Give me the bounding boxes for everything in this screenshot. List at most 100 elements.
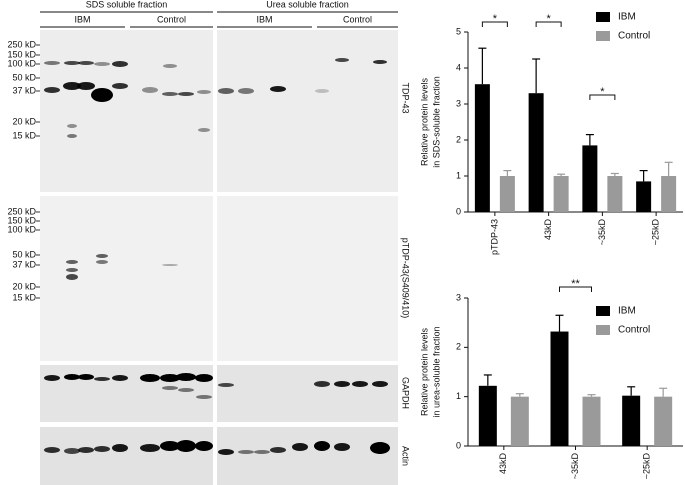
band [67, 134, 77, 138]
band [94, 62, 110, 66]
panel-label: Actin [401, 446, 411, 466]
mw-marker: 15 kD [12, 292, 36, 302]
band [334, 443, 350, 451]
y-tick-label: 5 [456, 26, 461, 36]
y-tick-label: 2 [456, 134, 461, 144]
band [270, 447, 286, 453]
legend-swatch [596, 325, 610, 335]
mw-marker: 15 kD [12, 130, 36, 140]
band [314, 441, 330, 451]
band [78, 61, 94, 65]
bar [582, 396, 601, 446]
y-axis-label: in urea-soluble fraction [431, 326, 441, 417]
band [44, 375, 60, 381]
significance-bracket [535, 21, 562, 27]
band [142, 87, 158, 93]
band [373, 60, 387, 64]
band [218, 449, 234, 455]
band [218, 383, 234, 387]
band [270, 86, 286, 92]
band [198, 128, 210, 132]
y-tick-label: 0 [456, 206, 461, 216]
band [335, 58, 349, 62]
x-tick-label: 43kD [543, 219, 553, 241]
band [334, 381, 350, 387]
mw-marker: 150 kD [7, 49, 36, 59]
y-tick-label: 4 [456, 62, 461, 72]
mw-marker: 20 kD [12, 116, 36, 126]
band [66, 260, 78, 264]
group-header: IBM [256, 14, 272, 24]
band [78, 447, 94, 453]
band [176, 440, 196, 452]
band [162, 386, 178, 390]
band [254, 450, 270, 454]
y-axis-label: Relative protein levels [419, 327, 429, 416]
band [112, 83, 128, 89]
band [195, 374, 213, 382]
band [112, 375, 128, 381]
significance-label: * [546, 13, 551, 25]
band [67, 124, 77, 128]
bar [636, 181, 652, 212]
band [66, 274, 78, 280]
band [140, 444, 160, 452]
legend-label: IBM [618, 12, 636, 23]
fraction-header: SDS soluble fraction [86, 0, 168, 9]
panel-label: TDP-43 [401, 82, 411, 113]
bar [510, 396, 529, 446]
band [64, 61, 80, 65]
bar [499, 176, 515, 212]
fraction-header: Urea soluble fraction [266, 0, 349, 9]
blot-panel [217, 196, 398, 361]
band [238, 450, 254, 454]
significance-label: ** [571, 278, 580, 290]
band [96, 254, 108, 258]
significance-label: * [600, 86, 605, 98]
band [238, 88, 254, 94]
band [160, 374, 180, 382]
band [44, 447, 60, 453]
significance-label: * [493, 13, 498, 25]
band [218, 88, 234, 94]
bar [474, 84, 490, 212]
x-tick-label: ~25kD [651, 219, 661, 246]
band [78, 374, 94, 380]
bar [553, 176, 569, 212]
group-header: Control [157, 14, 186, 24]
legend-label: Control [618, 325, 650, 336]
mw-marker: 50 kD [12, 72, 36, 82]
bar [607, 176, 623, 212]
band [314, 381, 330, 387]
y-tick-label: 3 [456, 98, 461, 108]
mw-marker: 100 kD [7, 224, 36, 234]
significance-bracket [481, 21, 508, 27]
mw-marker: 20 kD [12, 281, 36, 291]
y-tick-label: 3 [456, 292, 461, 302]
band [44, 61, 60, 65]
band [63, 82, 81, 90]
blot-panel [217, 30, 398, 192]
legend-label: Control [618, 31, 650, 42]
y-axis-label: Relative protein levels [419, 77, 429, 166]
band [64, 374, 80, 380]
y-tick-label: 2 [456, 342, 461, 352]
y-tick-label: 0 [456, 440, 461, 450]
legend-swatch [596, 31, 610, 41]
band [44, 87, 60, 93]
band [64, 448, 80, 454]
band [112, 444, 128, 452]
mw-marker: 100 kD [7, 58, 36, 68]
x-tick-label: ~25kD [642, 453, 652, 480]
band [315, 89, 329, 93]
band [372, 381, 388, 387]
bar [622, 395, 641, 446]
bar [582, 145, 598, 212]
x-tick-label: ~35kD [570, 453, 580, 480]
blot-panel [40, 427, 213, 485]
band [77, 82, 95, 90]
blot-panel [40, 30, 213, 192]
blot-panel [217, 427, 398, 485]
legend-label: IBM [618, 306, 636, 317]
band [162, 264, 178, 266]
